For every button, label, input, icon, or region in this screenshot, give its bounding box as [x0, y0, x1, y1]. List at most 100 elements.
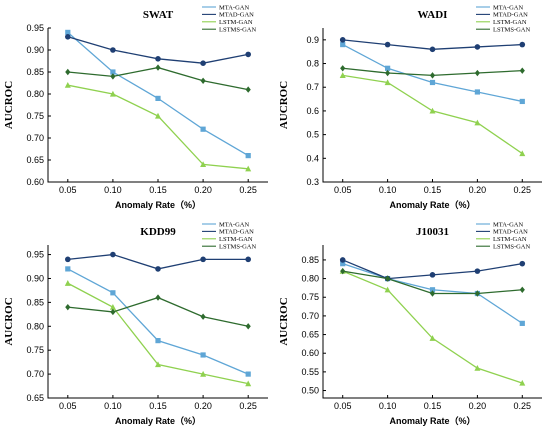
chart-swat-series-mta-gan-point — [245, 153, 251, 159]
chart-j10031-ytick-label: 0.75 — [301, 292, 319, 302]
chart-wadi-ytick-label: 0.8 — [306, 59, 319, 69]
chart-swat-ytick-label: 0.95 — [26, 23, 44, 33]
chart-swat-ytick-label: 0.75 — [26, 111, 44, 121]
chart-wadi-series-lstms-gan-point — [340, 65, 346, 72]
chart-swat-xtick-label: 0.10 — [104, 185, 122, 195]
chart-kdd99-series-mtad-gan-point — [155, 266, 161, 272]
chart-kdd99-title: KDD99 — [140, 226, 176, 238]
chart-kdd99-ytick-label: 0.85 — [26, 297, 44, 307]
chart-j10031-xlabel: Anomaly Rate（%） — [389, 416, 475, 426]
chart-j10031-series-mtad-gan-point — [474, 268, 481, 274]
chart-j10031-ytick-label: 0.85 — [301, 255, 319, 265]
chart-wadi-series-mta-gan-point — [385, 65, 391, 71]
chart-swat-series-mtad-gan-point — [110, 47, 116, 53]
chart-kdd99-series-mtad-gan-point — [245, 256, 251, 263]
chart-kdd99-legend-lstms-gan-label: LSTMS-GAN — [219, 244, 257, 251]
chart-wadi-series-mtad-gan-point — [429, 46, 436, 53]
chart-wadi-legend-lstms-gan-label: LSTMS-GAN — [493, 27, 531, 34]
chart-j10031-legend-lstm-gan-label: LSTM-GAN — [493, 236, 527, 243]
chart-kdd99-ytick-label: 0.80 — [26, 321, 44, 331]
chart-swat-legend-lstm-gan-label: LSTM-GAN — [219, 19, 253, 26]
chart-swat-ytick-label: 0.70 — [26, 133, 44, 143]
chart-kdd99-series-lstms-gan-line — [67, 296, 249, 327]
chart-swat-axes — [47, 28, 268, 183]
chart-wadi-legend-mtad-gan-label: MTAD-GAN — [493, 12, 528, 19]
chart-kdd99-series-mta-gan-line — [67, 268, 249, 375]
chart-kdd99-series-mta-gan-point — [200, 352, 206, 358]
chart-j10031-series-mta-gan-point — [340, 261, 346, 267]
chart-kdd99-series-lstm-gan-point — [64, 280, 71, 286]
chart-swat-series-mtad-gan-point — [245, 51, 251, 58]
chart-wadi-series-mta-gan-point — [340, 41, 346, 48]
chart-swat-ytick-label: 0.80 — [26, 89, 44, 99]
chart-j10031-legend-mta-gan-label: MTA-GAN — [493, 221, 523, 228]
chart-kdd99-series-lstms-gan-point — [155, 294, 161, 301]
chart-j10031-series-lstms-gan-point — [385, 275, 391, 282]
chart-j10031-series-lstm-gan-point — [429, 335, 436, 341]
chart-swat-ytick-label: 0.85 — [26, 67, 44, 77]
chart-wadi-series-mtad-gan-point — [519, 41, 526, 48]
chart-j10031: J10031 0.50 0.55 0.60 0.65 0.70 0.75 0.80 0.85 0.… — [278, 221, 542, 426]
chart-wadi-ytick-label: 0.6 — [306, 106, 319, 116]
chart-kdd99-xtick-label: 0.15 — [149, 401, 167, 411]
chart-wadi-series-lstm-gan-point — [474, 119, 481, 126]
chart-swat-ytick-label: 0.60 — [26, 177, 44, 187]
chart-kdd99-series-mtad-gan-point — [65, 256, 71, 263]
chart-wadi-ytick-label: 0.5 — [306, 130, 319, 140]
chart-swat-series-lstms-gan-point — [155, 64, 161, 71]
chart-wadi-series-lstm-gan-point — [384, 79, 391, 86]
chart-j10031-ytick-label: 0.80 — [301, 274, 319, 284]
chart-j10031-ytick-label: 0.50 — [301, 386, 319, 396]
chart-kdd99-series-lstm-gan-point — [245, 380, 252, 387]
chart-kdd99: KDD99 0.65 0.70 0.75 0.80 0.85 0.90 0.95 0.05 0.1… — [3, 221, 268, 426]
chart-swat-xtick-label: 0.05 — [59, 185, 77, 195]
chart-wadi-xtick-label: 0.10 — [379, 185, 397, 195]
chart-j10031-xtick-label: 0.20 — [469, 401, 487, 411]
chart-swat-series-lstms-gan-point — [200, 77, 206, 84]
chart-kdd99-series-lstms-gan-point — [245, 323, 251, 330]
chart-kdd99-series-mta-gan-point — [110, 290, 116, 296]
chart-wadi-series-lstm-gan-point — [519, 150, 526, 157]
chart-wadi-ytick-label: 0.4 — [306, 153, 319, 163]
chart-swat-xlabel: Anomaly Rate（%） — [115, 200, 201, 210]
chart-kdd99-series-lstm-gan-point — [200, 370, 207, 377]
chart-j10031-series-mta-gan-point — [519, 320, 525, 326]
chart-swat-legend-mta-gan-label: MTA-GAN — [219, 4, 249, 11]
chart-j10031-series-lstm-gan-point — [474, 364, 481, 371]
chart-j10031-xtick-label: 0.05 — [334, 401, 352, 411]
chart-swat-legend-lstms-gan-label: LSTMS-GAN — [219, 27, 257, 34]
chart-j10031-series-mta-gan-point — [429, 287, 436, 293]
chart-kdd99-ytick-label: 0.90 — [26, 273, 44, 283]
chart-wadi-ytick-label: 0.7 — [306, 82, 319, 92]
chart-swat-title: SWAT — [143, 9, 174, 21]
chart-wadi-series-mtad-gan-point — [339, 37, 346, 43]
chart-wadi-title: WADI — [418, 9, 448, 21]
chart-j10031-series-lstm-gan-point — [519, 379, 526, 386]
chart-wadi-series-lstm-gan-point — [429, 107, 436, 114]
chart-wadi-series-lstms-gan-point — [519, 67, 525, 74]
chart-wadi-xtick-label: 0.20 — [469, 185, 487, 195]
chart-kdd99-series-lstms-gan-point — [65, 303, 71, 311]
chart-wadi-xtick-label: 0.05 — [334, 185, 352, 195]
chart-kdd99-ytick-label: 0.65 — [26, 393, 44, 403]
chart-kdd99-xtick-label: 0.25 — [239, 401, 257, 411]
chart-swat-xtick-label: 0.15 — [149, 185, 167, 195]
chart-swat-series-lstms-gan-point — [65, 68, 71, 76]
chart-kdd99-series-lstm-gan-point — [155, 361, 161, 368]
chart-j10031-ytick-label: 0.60 — [301, 348, 319, 358]
chart-j10031-xtick-label: 0.25 — [514, 401, 532, 411]
chart-swat-series-mta-gan-line — [67, 31, 249, 157]
chart-wadi-legend-lstm-gan-label: LSTM-GAN — [493, 19, 527, 26]
chart-swat-series-lstm-gan-point — [155, 112, 161, 119]
chart-j10031-series-lstms-gan-point — [474, 290, 480, 297]
chart-swat-series-lstm-gan-point — [245, 165, 252, 172]
chart-swat-series-lstms-gan-line — [67, 66, 249, 91]
chart-j10031-series-lstm-gan-point — [384, 286, 391, 293]
chart-j10031-legend-lstms-gan-label: LSTMS-GAN — [493, 244, 531, 251]
chart-wadi-legend-mta-gan-label: MTA-GAN — [493, 4, 523, 11]
chart-wadi-series-mta-gan-point — [519, 98, 525, 105]
chart-j10031-xtick-label: 0.15 — [424, 401, 442, 411]
chart-kdd99-ylabel: AUCROC — [3, 297, 15, 345]
